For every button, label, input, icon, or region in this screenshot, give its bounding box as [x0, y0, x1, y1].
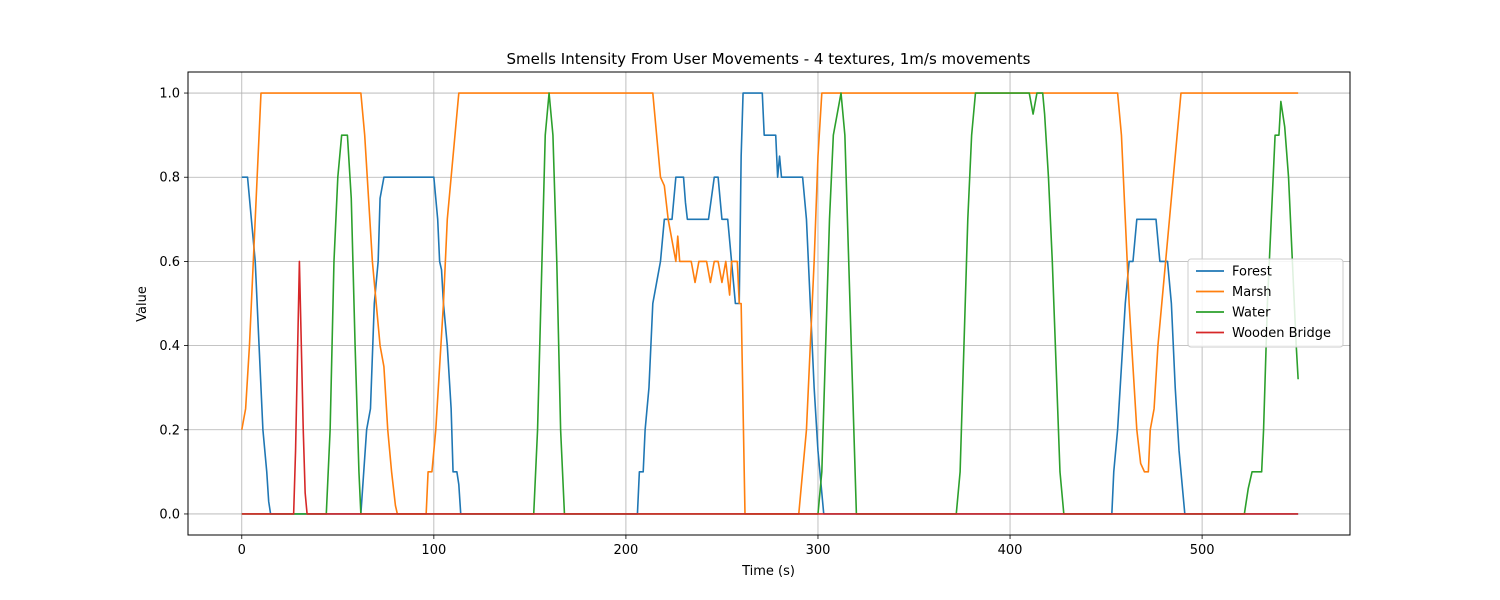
series-line-wooden-bridge [241, 260, 1299, 515]
x-tick-label: 500 [1190, 543, 1215, 558]
y-tick-label: 0.0 [159, 507, 180, 522]
plot-frame [187, 71, 1351, 536]
x-tick-label: 300 [806, 543, 831, 558]
x-tick-label: 200 [613, 543, 638, 558]
legend-label: Forest [1232, 265, 1272, 280]
axis-ticks: 0 100 200 300 400 500 0.0 0.2 0.4 0.6 0.8 1.0 [159, 87, 1214, 558]
y-tick-label: 1.0 [159, 87, 180, 102]
y-axis-label: Value [135, 286, 150, 322]
series-line-forest [241, 92, 1299, 515]
y-tick-label: 0.6 [159, 255, 180, 270]
x-tick-label: 400 [998, 543, 1023, 558]
y-tick-label: 0.8 [159, 171, 180, 186]
legend-label: Marsh [1232, 285, 1272, 300]
x-axis-label: Time (s) [741, 564, 795, 579]
series-lines [240, 92, 1299, 515]
x-tick-label: 0 [238, 543, 246, 558]
series-line-marsh [240, 92, 1299, 515]
legend-box [1187, 258, 1344, 348]
legend: Forest Marsh Water Wooden Bridge [1187, 258, 1344, 348]
x-tick-label: 100 [421, 543, 446, 558]
y-tick-label: 0.4 [159, 339, 180, 354]
legend-label: Water [1232, 306, 1271, 321]
y-tick-label: 0.2 [159, 423, 180, 438]
chart-title: Smells Intensity From User Movements - 4… [506, 50, 1030, 68]
legend-label: Wooden Bridge [1232, 326, 1331, 341]
